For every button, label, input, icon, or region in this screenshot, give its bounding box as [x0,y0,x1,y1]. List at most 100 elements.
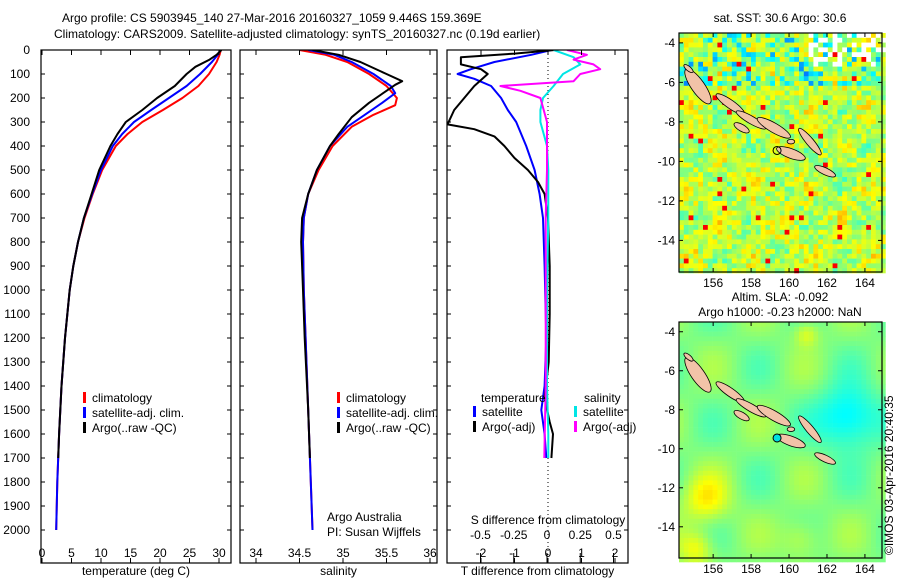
map-cell [789,490,795,496]
map-cell [779,480,785,486]
map-cell [746,542,752,548]
map-cell [789,124,795,130]
map-cell [851,100,857,106]
map-cell [698,446,704,452]
map-cell [827,538,833,544]
map-cell [871,514,877,520]
map-cell [712,470,718,476]
map-cell [808,538,814,544]
map-cell [818,394,824,400]
map-cell [842,268,848,274]
map-cell [856,90,862,96]
map-cell [679,442,685,448]
map-cell [698,249,704,255]
map-cell [823,528,829,534]
map-cell [799,229,805,235]
map-cell [727,253,733,259]
map-cell [818,191,824,197]
map-cell [698,533,704,539]
map-cell [727,244,733,250]
map-cell [693,346,699,352]
map-cell [827,422,833,428]
map-cell [707,379,713,385]
map-cell [746,85,752,91]
map-cell [679,37,685,43]
map-cell [875,129,881,135]
map-cell [842,52,848,58]
map-cell [847,499,853,505]
map-cell [847,229,853,235]
map-cell [736,451,742,457]
map-cell [722,442,728,448]
map-cell [784,66,790,72]
map-cell [741,90,747,96]
map-cell [847,186,853,192]
map-cell [837,523,843,529]
map-cell [717,249,723,255]
legend-swatch [83,422,86,433]
map-cell [813,215,819,221]
map-cell [837,215,843,221]
map-cell [851,119,857,125]
map-cell [717,322,723,328]
map-cell [698,263,704,269]
map-cell [736,76,742,82]
map-cell [712,85,718,91]
map-cell [789,346,795,352]
map-cell [837,422,843,428]
map-cell [866,504,872,510]
map-cell [803,157,809,163]
map-cell [832,244,838,250]
map-cell [707,90,713,96]
map-cell [818,172,824,178]
map-cell [803,162,809,168]
map-cell [736,66,742,72]
map-cell [880,114,886,120]
map-cell [755,215,761,221]
map-cell [765,167,771,173]
map-cell [765,90,771,96]
map-cell [866,47,872,53]
map-cell [703,413,709,419]
map-cell [712,234,718,240]
map-cell [717,66,723,72]
map-cell [851,124,857,130]
map-cell [693,480,699,486]
map-cell [871,466,877,472]
map-cell [755,451,761,457]
map-cell [707,326,713,332]
map-cell [722,172,728,178]
map-cell [703,331,709,337]
map-cell [837,153,843,159]
map-cell [856,533,862,539]
map-cell [746,518,752,524]
map-cell [712,446,718,452]
map-cell [722,133,728,139]
map-cell [707,167,713,173]
map-cell [827,360,833,366]
map-cell [712,350,718,356]
map-cell [784,196,790,202]
map-cell [751,360,757,366]
profile-panel-2: 34 34.5 35 35.5 36salinityclimatologysatelli… [239,49,438,578]
map-cell [765,42,771,48]
map-cell [746,268,752,274]
map-cell [827,33,833,39]
map-cell [755,114,761,120]
map-cell [847,422,853,428]
map-cell [741,181,747,187]
map-cell [789,109,795,115]
x-axis-label: T difference from climatology [461,564,615,578]
map-cell [688,37,694,43]
map-cell [803,57,809,63]
map-cell [765,61,771,67]
map-cell [746,37,752,43]
map-cell [842,490,848,496]
map-cell [842,172,848,178]
map-cell [856,552,862,558]
map-cell [880,172,886,178]
map-cell [679,268,685,274]
sla-map-subtitle: Argo h1000: -0.23 h2000: NaN [698,305,861,319]
map-cell [770,480,776,486]
map-cell [722,225,728,231]
